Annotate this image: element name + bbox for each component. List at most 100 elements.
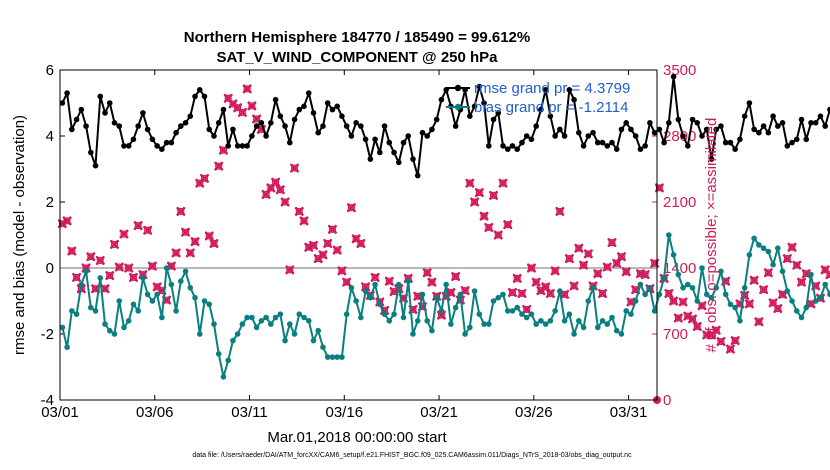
- obs-possible-point: [556, 207, 564, 216]
- rmse-point: [215, 120, 222, 126]
- bias-point: [793, 308, 800, 314]
- bias-point: [822, 281, 829, 288]
- obs-assimilated-point: [124, 263, 134, 273]
- rmse-point: [661, 139, 667, 146]
- obs-possible-point: [527, 264, 536, 272]
- obs-assimilated-point: [209, 238, 219, 248]
- x-tick-label: 03/21: [420, 404, 458, 421]
- bias-point: [571, 331, 577, 337]
- obs-assimilated-point: [484, 222, 494, 232]
- obs-assimilated-point: [787, 242, 797, 252]
- rmse-point: [609, 139, 615, 146]
- rmse-point: [201, 93, 208, 100]
- obs-possible-point: [352, 235, 360, 243]
- bias-point: [808, 271, 814, 278]
- obs-possible-point: [750, 276, 758, 284]
- obs-assimilated-point: [242, 84, 252, 94]
- bias-point: [561, 318, 568, 324]
- obs-possible-point: [267, 184, 275, 192]
- obs-assimilated-point: [237, 107, 247, 117]
- obs-assimilated-point: [171, 248, 181, 258]
- rmse-point: [713, 126, 720, 133]
- rmse-point: [324, 100, 331, 106]
- obs-possible-point: [518, 289, 526, 298]
- obs-assimilated-point: [133, 221, 143, 231]
- obs-possible-point: [617, 253, 626, 261]
- bias-point: [703, 291, 710, 298]
- bias-point: [121, 324, 127, 331]
- rmse-point: [765, 129, 772, 136]
- rmse-point: [268, 120, 274, 126]
- rmse-point: [206, 126, 213, 133]
- obs-possible-point: [96, 256, 104, 265]
- obs-possible-point: [774, 304, 782, 313]
- bias-point: [684, 281, 691, 288]
- obs-assimilated-point: [507, 288, 517, 298]
- rmse-point: [178, 123, 184, 129]
- obs-assimilated-point: [460, 286, 470, 296]
- bias-point: [135, 308, 141, 314]
- obs-possible-point: [508, 288, 517, 297]
- rmse-point: [580, 143, 587, 149]
- bias-point: [462, 331, 468, 337]
- bias-point: [628, 311, 634, 318]
- rmse-point: [263, 133, 269, 139]
- bias-point: [130, 301, 137, 308]
- obs-assimilated-point: [294, 206, 304, 216]
- obs-assimilated-point: [332, 245, 342, 255]
- rmse-point: [594, 139, 601, 146]
- obs-possible-point: [579, 261, 588, 269]
- rmse-point: [571, 96, 577, 103]
- obs-possible-point: [87, 253, 95, 261]
- rmse-point: [623, 120, 630, 126]
- bias-point: [211, 321, 217, 327]
- bias-point: [429, 327, 435, 334]
- rmse-point: [746, 100, 753, 106]
- obs-possible-point: [309, 241, 318, 249]
- rmse-point: [348, 133, 355, 139]
- bias-point: [580, 324, 587, 331]
- x-tick-label: 03/26: [515, 404, 553, 421]
- obs-assimilated-point: [560, 289, 570, 299]
- obs-possible-point: [196, 179, 204, 187]
- axis-ticks: 03/01 03/06 03/11 03/16 03/21 03/26 03/31 -4 -2 0…: [41, 62, 697, 421]
- bias-point: [225, 357, 232, 364]
- rmse-point: [225, 143, 232, 149]
- rmse-point: [121, 143, 127, 149]
- obs-assimilated-point: [143, 225, 153, 235]
- bias-point: [59, 324, 66, 331]
- bias-point: [410, 331, 416, 337]
- obs-possible-point: [537, 287, 545, 295]
- rmse-point: [642, 143, 648, 149]
- bias-point: [178, 278, 184, 285]
- obs-assimilated-point: [342, 277, 352, 287]
- bias-point: [485, 321, 492, 327]
- obs-possible-point: [186, 249, 194, 257]
- obs-assimilated-point: [190, 237, 200, 247]
- obs-assimilated-point: [626, 297, 636, 307]
- bias-point: [457, 291, 464, 298]
- rmse-point: [92, 162, 99, 169]
- obs-possible-point: [731, 337, 739, 345]
- bias-point: [467, 324, 473, 331]
- obs-assimilated-point: [569, 281, 579, 291]
- obs-assimilated-point: [327, 224, 337, 234]
- bias-point: [215, 351, 222, 357]
- obs-assimilated-point: [730, 336, 740, 346]
- bias-point: [282, 337, 288, 344]
- bias-point: [116, 298, 123, 304]
- bias-point: [817, 294, 824, 301]
- rmse-point: [187, 113, 194, 119]
- x-tick-label: 03/11: [231, 404, 267, 421]
- bias-point: [604, 321, 611, 327]
- bias-point: [291, 331, 298, 337]
- obs-possible-point: [68, 247, 76, 255]
- obs-assimilated-point: [778, 289, 788, 299]
- rmse-point: [83, 123, 89, 129]
- obs-possible-point: [622, 268, 630, 276]
- bias-point: [746, 252, 753, 258]
- obs-possible-point: [248, 102, 256, 110]
- obs-assimilated-point: [593, 269, 603, 279]
- rmse-point: [253, 123, 260, 129]
- y-tick-label: 6: [46, 62, 54, 79]
